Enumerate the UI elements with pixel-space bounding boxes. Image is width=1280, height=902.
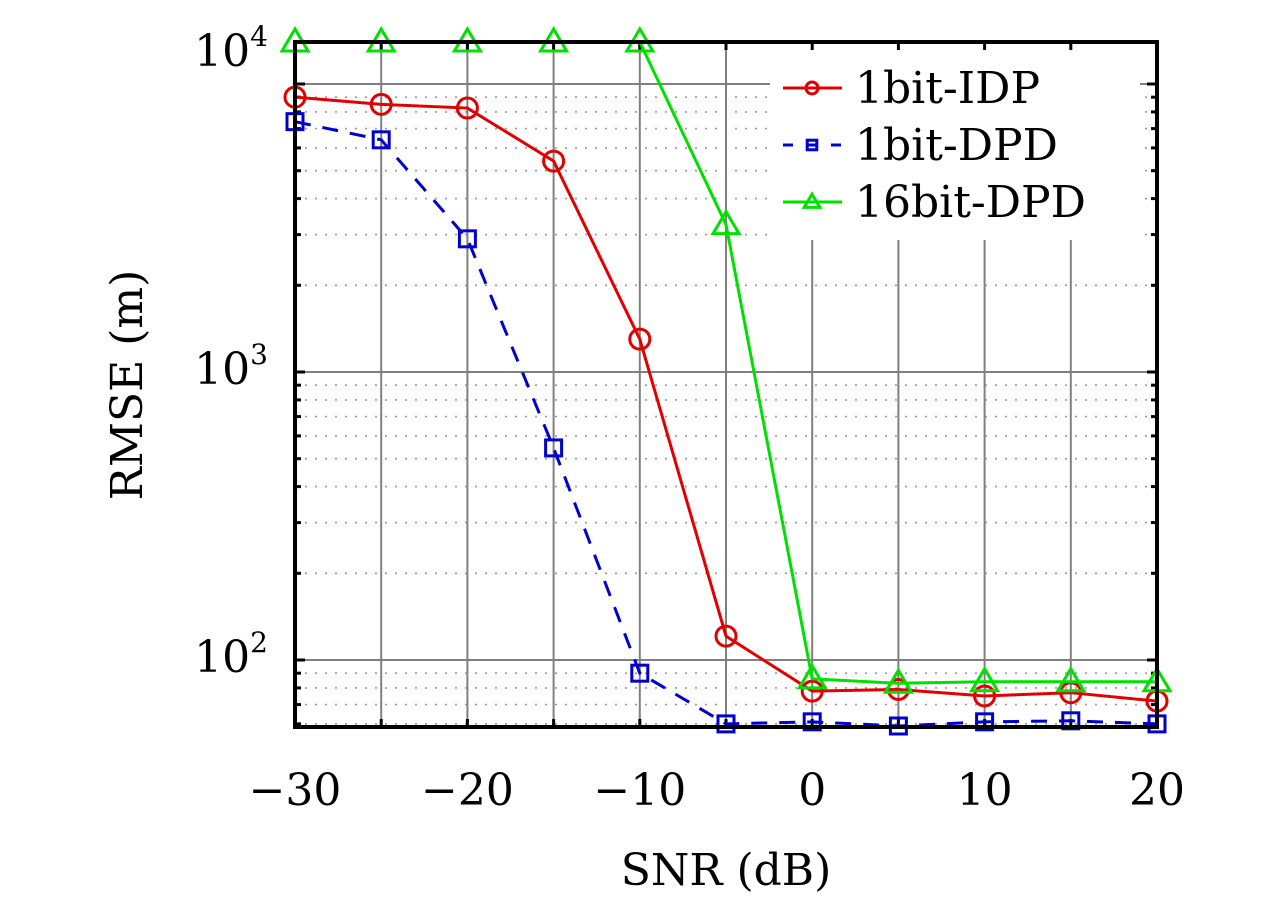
legend-entry-16bit-dpd: 16bit-DPD [783, 177, 1086, 228]
data-point [371, 130, 391, 150]
data-point [973, 684, 997, 708]
data-point [630, 663, 650, 683]
y-tick-label: 104 [194, 20, 268, 77]
data-point [544, 438, 564, 458]
data-point [714, 624, 738, 648]
data-point [542, 149, 566, 173]
series-line [294, 95, 1158, 703]
data-point [457, 229, 477, 249]
data-point [975, 712, 995, 732]
x-tick-label: −10 [593, 765, 686, 816]
data-point [796, 662, 828, 690]
x-tick-label: 20 [1129, 765, 1185, 816]
series-line [294, 120, 1158, 728]
legend-label: 1bit-DPD [855, 120, 1058, 171]
data-point [628, 327, 652, 351]
data-point [369, 92, 393, 116]
x-tick-label: 0 [798, 765, 826, 816]
x-tick-label: −20 [421, 765, 514, 816]
legend-marker [805, 138, 819, 152]
data-point [455, 96, 479, 120]
data-point [710, 208, 742, 236]
data-point [968, 665, 1001, 693]
x-tick-label: −30 [249, 765, 342, 816]
data-point [882, 667, 915, 694]
plot-frame [293, 40, 1159, 729]
y-tick-label: 103 [194, 338, 268, 395]
legend: 1bit-IDP 1bit-DPD 16bit-DPD [770, 50, 1140, 240]
legend-marker [801, 191, 823, 209]
legend-marker [804, 80, 820, 96]
axes-frame [293, 40, 1159, 729]
x-tick-labels: −30 −20 −10 0 10 20 [249, 765, 1185, 816]
legend-label: 1bit-IDP [855, 63, 1040, 114]
y-tick-label: 102 [194, 626, 268, 683]
legend-entry-1bit-dpd: 1bit-DPD [783, 120, 1058, 171]
x-axis-title: SNR (dB) [621, 845, 832, 896]
data-point [802, 712, 822, 732]
data-point [1055, 665, 1087, 693]
x-tick-label: 10 [957, 765, 1013, 816]
legend-label: 16bit-DPD [855, 177, 1086, 228]
y-axis-title: RMSE (m) [102, 270, 153, 500]
legend-entry-1bit-idp: 1bit-IDP [783, 63, 1040, 114]
y-tick-labels: 102 103 104 [194, 20, 268, 683]
data-point [800, 679, 824, 703]
data-point [716, 714, 736, 734]
